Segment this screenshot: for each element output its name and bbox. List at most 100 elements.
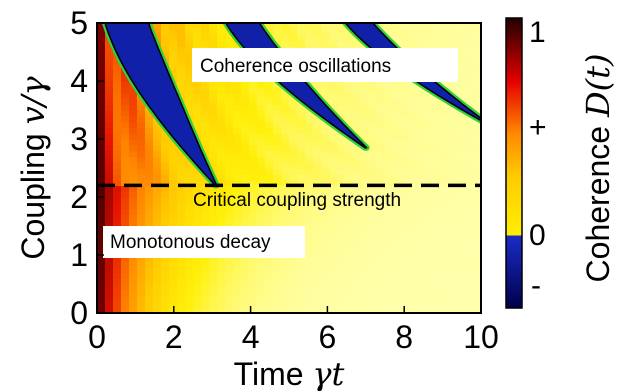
heatmap-cell	[401, 197, 410, 204]
heatmap-cell	[377, 237, 386, 244]
heatmap-cell	[145, 255, 154, 262]
heatmap-cell	[233, 214, 242, 221]
heatmap-cell	[297, 162, 306, 169]
heatmap-cell	[305, 220, 314, 227]
heatmap-cell	[161, 185, 170, 192]
heatmap-cell	[97, 214, 106, 221]
heatmap-cell	[217, 98, 226, 105]
heatmap-cell	[345, 173, 354, 181]
heatmap-cell	[241, 156, 250, 163]
heatmap-cell	[345, 249, 354, 256]
heatmap-cell	[105, 162, 114, 169]
heatmap-cell	[369, 237, 378, 244]
heatmap-cell	[169, 69, 178, 76]
heatmap-cell	[441, 144, 450, 152]
heatmap-cell	[313, 197, 322, 204]
heatmap-cell	[193, 272, 202, 279]
heatmap-cell	[465, 46, 474, 53]
heatmap-cell	[161, 52, 170, 59]
heatmap-cell	[209, 133, 218, 140]
heatmap-cell	[169, 197, 178, 204]
heatmap-cell	[361, 104, 370, 111]
heatmap-cell	[417, 243, 426, 250]
heatmap-cell	[433, 295, 442, 302]
heatmap-cell	[313, 40, 322, 47]
heatmap-cell	[353, 278, 362, 285]
heatmap-cell	[169, 289, 178, 297]
heatmap-cell	[137, 272, 146, 279]
heatmap-cell	[393, 133, 402, 140]
heatmap-cell	[313, 162, 322, 169]
heatmap-cell	[289, 266, 298, 273]
heatmap-cell	[129, 168, 138, 175]
heatmap-cell	[457, 301, 466, 308]
heatmap-cell	[345, 278, 354, 285]
heatmap-cell	[97, 121, 106, 128]
heatmap-cell	[433, 249, 442, 256]
heatmap-cell	[393, 237, 402, 244]
heatmap-cell	[401, 289, 410, 297]
heatmap-cell	[473, 168, 481, 175]
heatmap-cell	[281, 173, 290, 181]
heatmap-cell	[97, 249, 106, 256]
heatmap-cell	[185, 40, 194, 47]
heatmap-cell	[97, 237, 106, 244]
heatmap-cell	[425, 220, 434, 227]
heatmap-cell	[361, 307, 370, 313]
heatmap-cell	[433, 191, 442, 198]
heatmap-cell	[209, 139, 218, 146]
heatmap-cell	[121, 191, 130, 198]
heatmap-cell	[97, 40, 106, 47]
heatmap-cell	[249, 191, 258, 198]
heatmap-cell	[257, 150, 266, 157]
heatmap-cell	[321, 81, 330, 88]
heatmap-cell	[369, 173, 378, 181]
heatmap-cell	[249, 92, 258, 99]
heatmap-cell	[393, 301, 402, 308]
heatmap-cell	[249, 272, 258, 279]
heatmap-cell	[273, 110, 282, 117]
heatmap-cell	[409, 231, 418, 239]
heatmap-cell	[361, 98, 370, 105]
heatmap-cell	[185, 81, 194, 88]
heatmap-cell	[233, 121, 242, 128]
heatmap-cell	[153, 197, 162, 204]
heatmap-cell	[185, 255, 194, 262]
heatmap-cell	[225, 185, 234, 192]
heatmap-cell	[217, 133, 226, 140]
heatmap-cell	[337, 156, 346, 163]
heatmap-cell	[321, 179, 330, 186]
heatmap-cell	[161, 34, 170, 41]
heatmap-cell	[321, 301, 330, 308]
heatmap-cell	[393, 23, 402, 30]
heatmap-cell	[353, 191, 362, 198]
heatmap-cell	[273, 139, 282, 146]
heatmap-cell	[281, 266, 290, 273]
heatmap-cell	[465, 237, 474, 244]
heatmap-cell	[305, 156, 314, 163]
heatmap-cell	[345, 284, 354, 291]
heatmap-cell	[225, 197, 234, 204]
heatmap-cell	[385, 255, 394, 262]
heatmap-cell	[313, 249, 322, 256]
x-tick-label: 8	[395, 319, 413, 355]
heatmap-cell	[409, 301, 418, 308]
colorbar-gradient	[505, 17, 523, 309]
heatmap-cell	[137, 284, 146, 291]
heatmap-cell	[457, 86, 466, 94]
heatmap-cell	[113, 162, 122, 169]
colorbar-label: Coherence D(t)	[579, 54, 617, 283]
heatmap-cell	[209, 301, 218, 308]
heatmap-cell	[105, 69, 114, 76]
heatmap-cell	[121, 168, 130, 175]
heatmap-cell	[425, 260, 434, 268]
heatmap-cell	[273, 272, 282, 279]
heatmap-cell	[305, 208, 314, 215]
heatmap-cell	[377, 249, 386, 256]
heatmap-cell	[241, 173, 250, 181]
heatmap-cell	[449, 255, 458, 262]
heatmap-cell	[97, 115, 106, 123]
heatmap-cell	[153, 307, 162, 313]
heatmap-cell	[361, 284, 370, 291]
heatmap-cell	[321, 150, 330, 157]
